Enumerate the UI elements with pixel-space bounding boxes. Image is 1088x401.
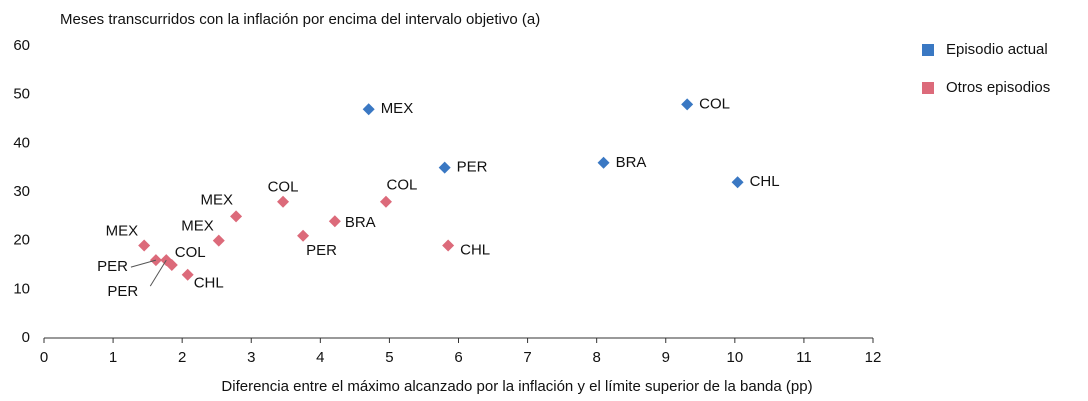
point-label: COL xyxy=(175,244,206,261)
point-label: CHL xyxy=(750,173,780,190)
y-tick-label: 60 xyxy=(13,37,30,54)
x-tick-label: 6 xyxy=(454,349,462,366)
point-label: BRA xyxy=(345,214,376,231)
y-tick-label: 20 xyxy=(13,232,30,249)
data-point xyxy=(731,176,744,189)
x-axis-title: Diferencia entre el máximo alcanzado por… xyxy=(221,378,812,395)
point-label: CHL xyxy=(460,242,490,259)
x-tick-label: 0 xyxy=(40,349,48,366)
point-label: PER xyxy=(457,159,488,176)
x-tick-label: 11 xyxy=(796,349,812,366)
x-tick-label: 7 xyxy=(523,349,531,366)
data-point xyxy=(681,98,694,111)
point-label: PER xyxy=(97,258,128,275)
point-label: MEX xyxy=(201,191,234,208)
point-label: COL xyxy=(268,179,299,196)
point-label: PER xyxy=(306,242,337,259)
x-tick-label: 1 xyxy=(109,349,117,366)
y-tick-label: 50 xyxy=(13,86,30,103)
point-label: CHL xyxy=(194,275,224,292)
point-label: MEX xyxy=(381,100,414,117)
y-tick-label: 40 xyxy=(13,134,30,151)
data-point xyxy=(212,234,225,247)
data-point xyxy=(328,215,341,228)
x-tick-label: 8 xyxy=(592,349,600,366)
leader-line xyxy=(130,259,157,268)
y-tick-label: 30 xyxy=(13,183,30,200)
x-tick-label: 4 xyxy=(316,349,324,366)
point-label: COL xyxy=(699,95,730,112)
point-label: BRA xyxy=(616,154,647,171)
point-label: MEX xyxy=(106,223,139,240)
data-point xyxy=(181,268,194,281)
x-tick-label: 3 xyxy=(247,349,255,366)
y-axis-title: Meses transcurridos con la inflación por… xyxy=(60,11,540,28)
data-point xyxy=(362,103,375,116)
point-label: MEX xyxy=(181,218,214,235)
data-point xyxy=(379,195,392,208)
data-point xyxy=(438,161,451,174)
legend-label: Otros episodios xyxy=(946,79,1050,96)
data-point xyxy=(597,156,610,169)
data-point xyxy=(442,239,455,252)
y-tick-label: 0 xyxy=(22,329,30,346)
data-point xyxy=(277,195,290,208)
data-point xyxy=(297,229,310,242)
legend-swatch xyxy=(922,82,934,94)
x-tick-label: 2 xyxy=(178,349,186,366)
x-tick-label: 9 xyxy=(662,349,670,366)
x-tick-label: 12 xyxy=(865,349,882,366)
data-point xyxy=(138,239,151,252)
legend-label: Episodio actual xyxy=(946,41,1048,58)
point-label: COL xyxy=(387,177,418,194)
data-point xyxy=(230,210,243,223)
point-label: PER xyxy=(107,283,138,300)
x-tick-label: 5 xyxy=(385,349,393,366)
x-tick-label: 10 xyxy=(726,349,743,366)
leader-line xyxy=(149,259,167,287)
y-tick-label: 10 xyxy=(13,280,30,297)
legend-swatch xyxy=(922,44,934,56)
data-point xyxy=(165,259,178,271)
